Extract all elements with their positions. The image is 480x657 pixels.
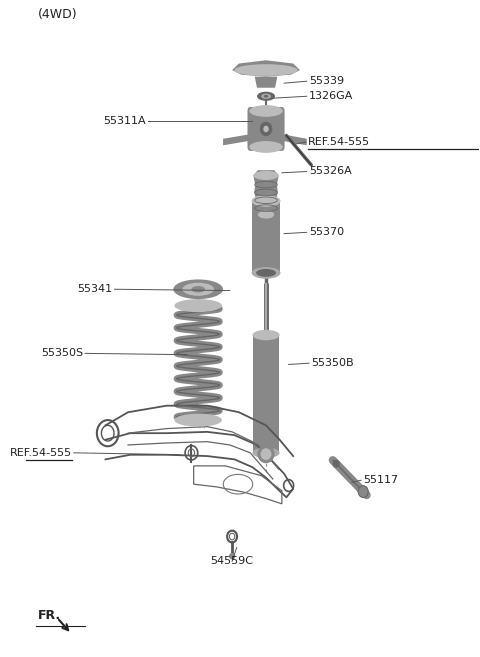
Ellipse shape xyxy=(249,141,283,153)
Ellipse shape xyxy=(257,445,275,463)
Text: REF.54-555: REF.54-555 xyxy=(10,448,72,458)
Polygon shape xyxy=(253,170,279,215)
Ellipse shape xyxy=(234,64,298,76)
Ellipse shape xyxy=(261,448,272,460)
Ellipse shape xyxy=(264,95,268,97)
Ellipse shape xyxy=(182,283,214,296)
Ellipse shape xyxy=(261,94,271,99)
Text: 55350B: 55350B xyxy=(311,358,354,368)
Polygon shape xyxy=(282,134,307,145)
Text: FR.: FR. xyxy=(37,609,61,622)
Ellipse shape xyxy=(252,447,280,458)
Ellipse shape xyxy=(229,553,235,560)
Text: 55339: 55339 xyxy=(309,76,344,86)
Text: (4WD): (4WD) xyxy=(37,8,77,21)
Ellipse shape xyxy=(358,486,368,497)
Text: 55370: 55370 xyxy=(309,227,344,237)
Text: 55311A: 55311A xyxy=(104,116,146,126)
Polygon shape xyxy=(253,335,279,453)
Ellipse shape xyxy=(252,195,280,207)
Text: 55350S: 55350S xyxy=(41,348,83,358)
Text: 55117: 55117 xyxy=(363,475,398,486)
Ellipse shape xyxy=(174,299,222,312)
Polygon shape xyxy=(252,201,280,273)
Ellipse shape xyxy=(173,279,223,299)
FancyBboxPatch shape xyxy=(248,107,285,151)
Ellipse shape xyxy=(252,267,280,279)
Ellipse shape xyxy=(257,92,275,101)
Polygon shape xyxy=(232,60,300,77)
Ellipse shape xyxy=(256,269,276,277)
Ellipse shape xyxy=(260,122,272,136)
Text: REF.54-555: REF.54-555 xyxy=(308,137,370,147)
Polygon shape xyxy=(223,134,250,145)
Ellipse shape xyxy=(174,413,222,426)
Ellipse shape xyxy=(333,460,340,468)
Ellipse shape xyxy=(252,330,280,340)
Ellipse shape xyxy=(249,105,283,117)
Text: 55341: 55341 xyxy=(77,284,112,294)
Ellipse shape xyxy=(264,125,269,132)
Ellipse shape xyxy=(253,171,279,180)
Text: 55326A: 55326A xyxy=(309,166,352,177)
Polygon shape xyxy=(255,77,277,88)
Ellipse shape xyxy=(258,211,274,219)
Text: 1326GA: 1326GA xyxy=(309,91,353,101)
Ellipse shape xyxy=(192,286,205,292)
Text: 54559C: 54559C xyxy=(211,556,253,566)
